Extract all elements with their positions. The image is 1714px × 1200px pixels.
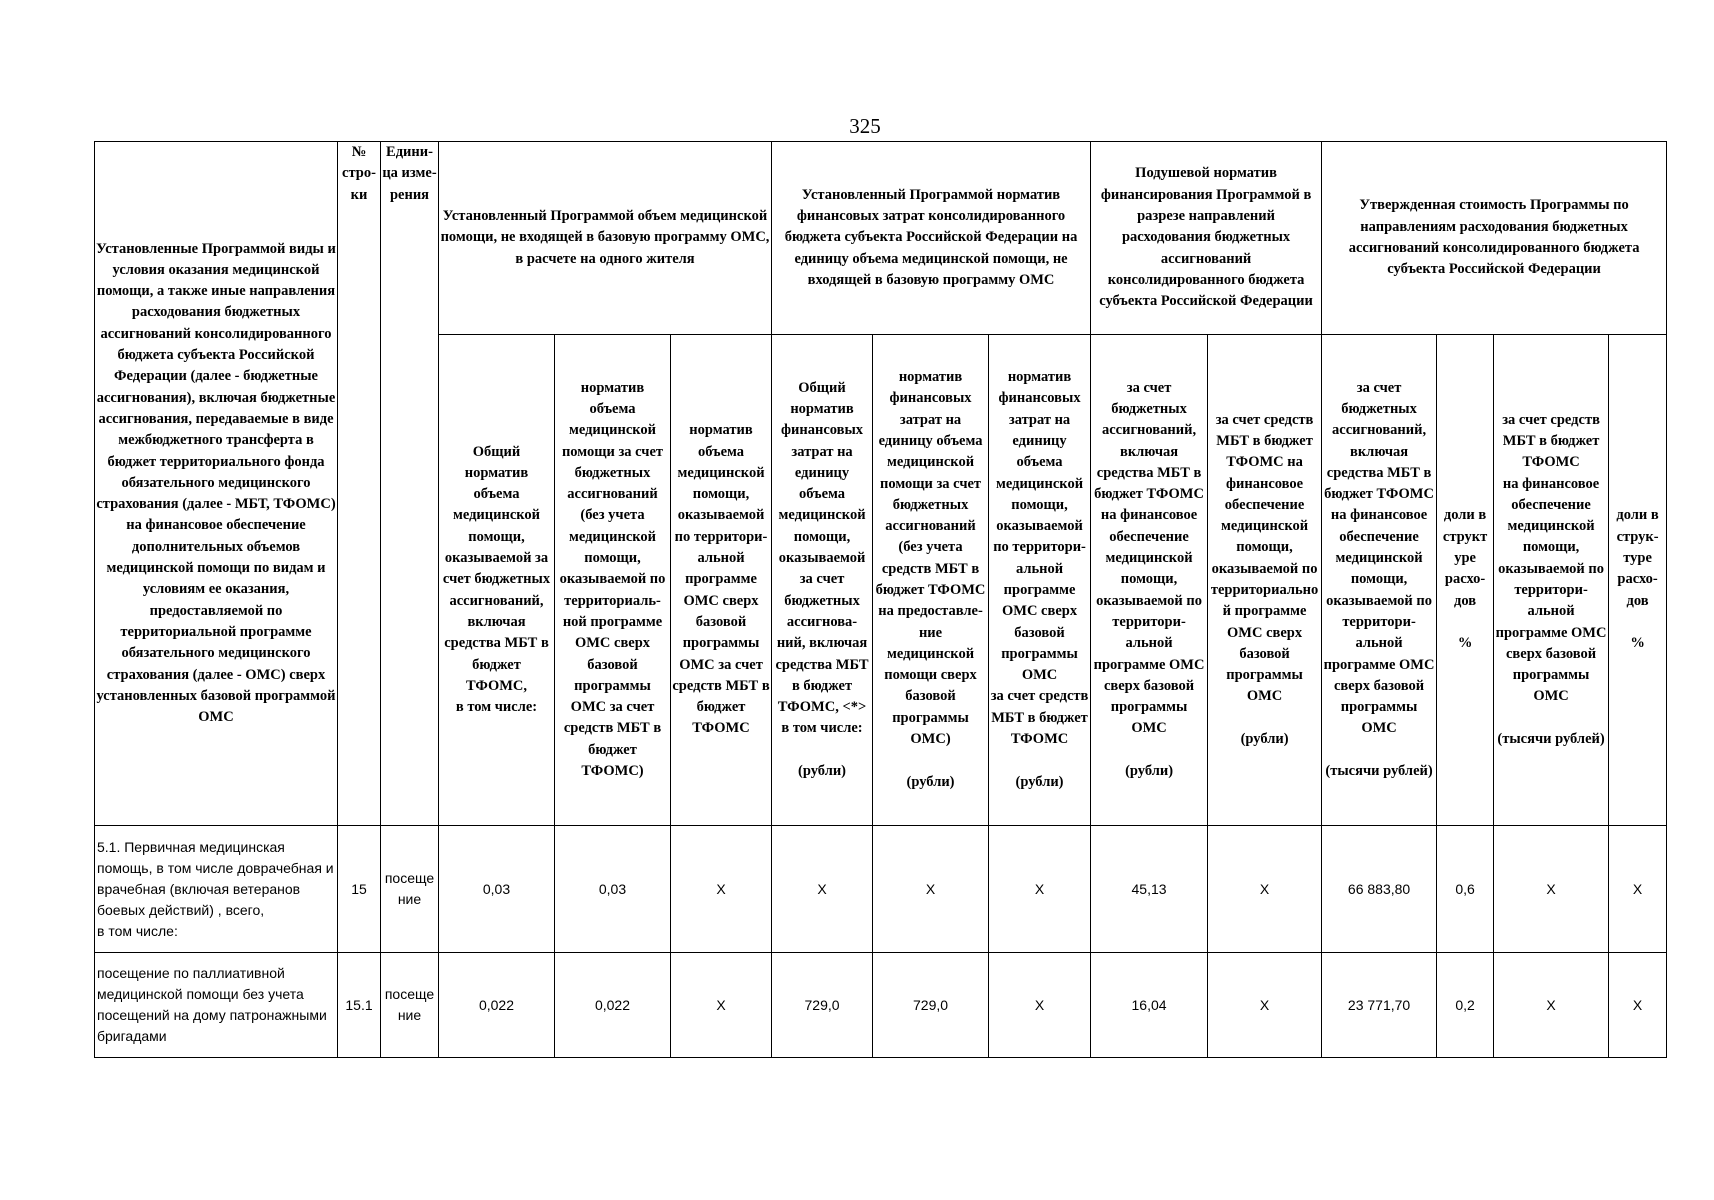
header-name: Установленные Программой виды и условия …: [94, 141, 338, 826]
subheader: Общий норматив объема медицинской помощи…: [438, 334, 555, 826]
cell: X: [771, 825, 874, 953]
subheader: за счет средств МБТ в бюджет ТФОМС на фи…: [1493, 334, 1610, 826]
table-row: 5.1. Первичная медицинская помощь, в том…: [94, 825, 1668, 953]
subheader: норматив объема медицинской помощи за сч…: [554, 334, 671, 826]
subheader: за счет бюджетных ассигнований, включая …: [1090, 334, 1209, 826]
row-number: 15: [337, 825, 381, 953]
subheader: за счет средств МБТ в бюджет ТФОМС на фи…: [1207, 334, 1323, 826]
subheader: доли в структ уре расхо-дов %: [1436, 334, 1495, 826]
cell: 0,022: [438, 952, 555, 1058]
header-unit: Едини-ца изме-рения: [380, 141, 439, 826]
table-row: посещение по паллиативной медицинской по…: [94, 952, 1668, 1058]
row-name: посещение по паллиативной медицинской по…: [94, 952, 338, 1058]
cell: X: [1608, 825, 1668, 953]
cell: 0,03: [554, 825, 671, 953]
cell: 0,022: [554, 952, 671, 1058]
cell: 0,2: [1436, 952, 1495, 1058]
cell: X: [1493, 825, 1610, 953]
header-sub-row: Общий норматив объема медицинской помощи…: [95, 334, 1668, 826]
cell: X: [872, 825, 990, 953]
row-unit: посеще ние: [380, 825, 439, 953]
header-volume: Установленный Программой объем медицинск…: [437, 141, 773, 335]
subheader: за счет бюджетных ассигнований, включая …: [1321, 334, 1438, 826]
header-per-capita: Подушевой норматив финансирования Програ…: [1090, 141, 1323, 335]
cell: 729,0: [872, 952, 990, 1058]
cell: X: [988, 825, 1092, 953]
header-group-row: Установленные Программой виды и условия …: [94, 141, 1668, 826]
cell: 23 771,70: [1321, 952, 1438, 1058]
cell: 0,03: [438, 825, 555, 953]
cell: X: [1493, 952, 1610, 1058]
cell: 729,0: [771, 952, 874, 1058]
cell: X: [988, 952, 1092, 1058]
cell: 0,6: [1436, 825, 1495, 953]
header-cost: Утвержденная стоимость Программы по напр…: [1321, 141, 1668, 335]
header-row-number: № стро-ки: [337, 141, 381, 826]
subheader: Общий норматив финансовых затрат на един…: [771, 334, 874, 826]
cell: 66 883,80: [1321, 825, 1438, 953]
cell: 16,04: [1090, 952, 1209, 1058]
subheader: норматив финансовых затрат на единицу об…: [872, 334, 990, 826]
row-number: 15.1: [337, 952, 381, 1058]
subheader: норматив финансовых затрат на единицу об…: [988, 334, 1092, 826]
row-name: 5.1. Первичная медицинская помощь, в том…: [94, 825, 338, 953]
page-number: 325: [849, 114, 881, 138]
cell: X: [1608, 952, 1668, 1058]
cell: X: [669, 952, 773, 1058]
cell: X: [1207, 952, 1323, 1058]
subheader: доли в струк-туре расхо-дов %: [1608, 334, 1668, 826]
program-cost-table: Установленные Программой виды и условия …: [94, 141, 1668, 1058]
subheader: норматив объема медицинской помощи, оказ…: [669, 334, 773, 826]
cell: X: [1207, 825, 1323, 953]
cell: 45,13: [1090, 825, 1209, 953]
row-unit: посеще ние: [380, 952, 439, 1058]
cell: X: [669, 825, 773, 953]
header-cost-norm: Установленный Программой норматив финанс…: [771, 141, 1092, 335]
